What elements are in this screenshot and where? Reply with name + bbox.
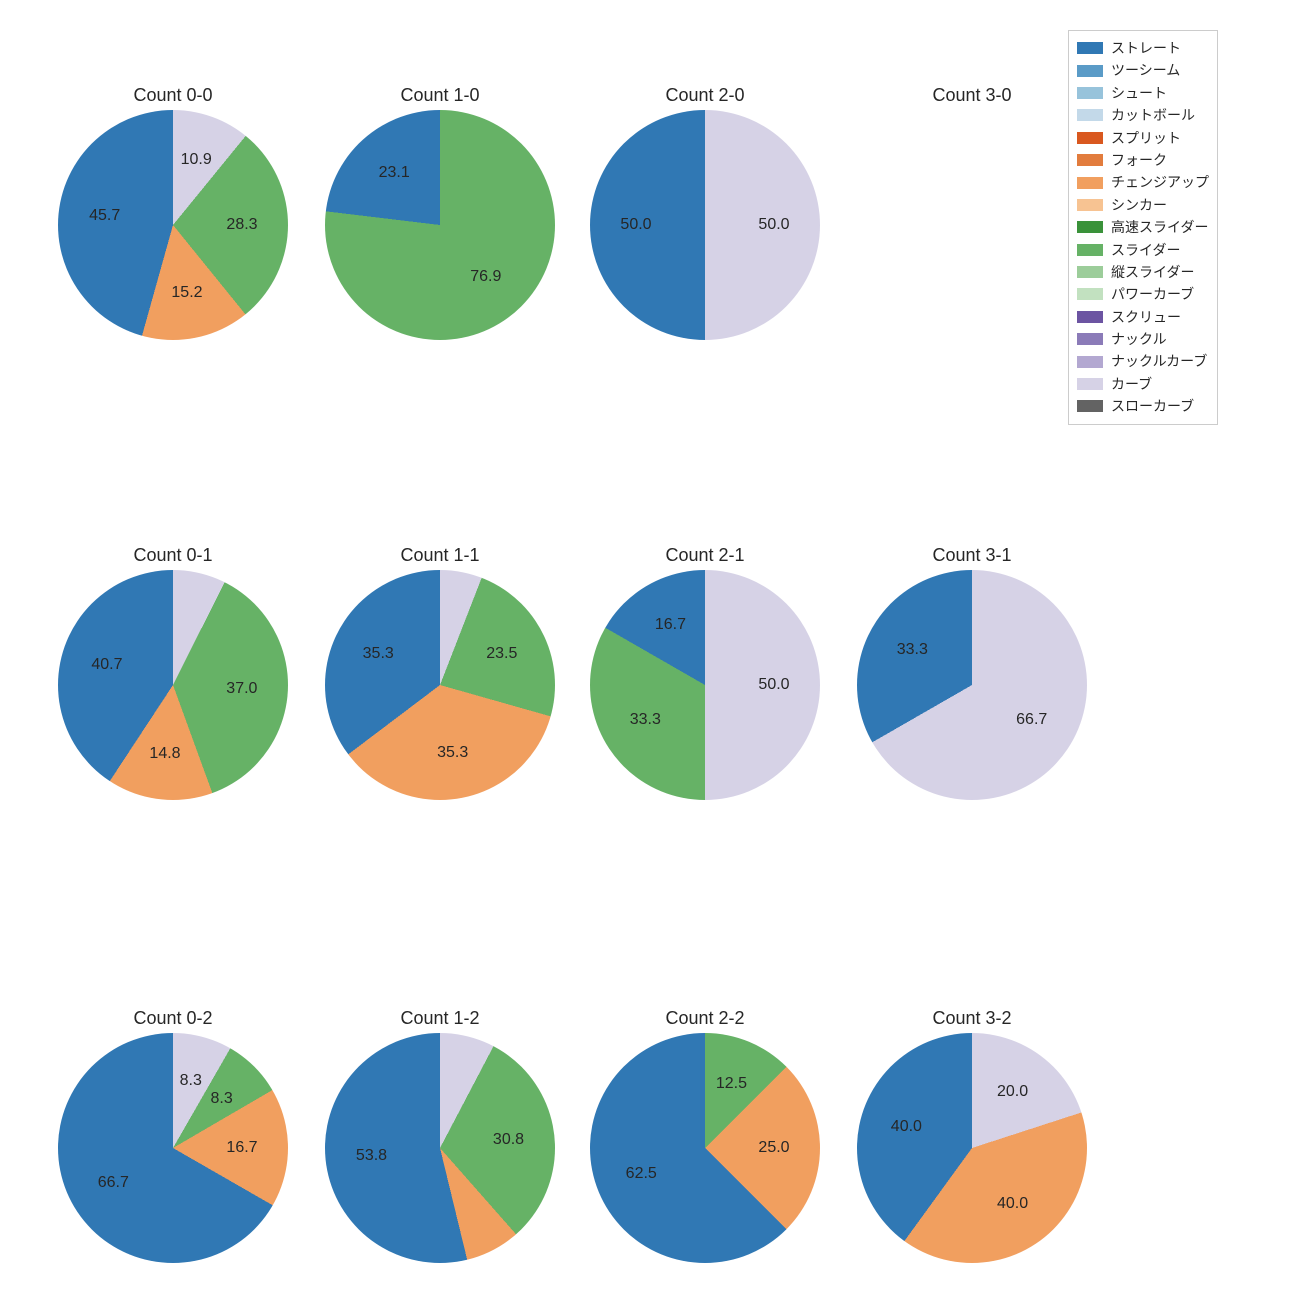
- legend-item: チェンジアップ: [1077, 171, 1209, 193]
- pie-value-label: 33.3: [630, 711, 661, 729]
- pie-value-label: 15.2: [171, 284, 202, 302]
- legend-swatch: [1077, 109, 1103, 121]
- pie-value-label: 16.7: [655, 616, 686, 634]
- legend-label: ナックルカーブ: [1111, 350, 1207, 372]
- chart-title: Count 1-0: [320, 85, 560, 106]
- legend-label: カットボール: [1111, 104, 1195, 126]
- pie-value-label: 40.0: [997, 1195, 1028, 1213]
- legend-swatch: [1077, 199, 1103, 211]
- legend-label: シンカー: [1111, 194, 1167, 216]
- pie-value-label: 20.0: [997, 1083, 1028, 1101]
- legend-item: ツーシーム: [1077, 59, 1209, 81]
- pie-chart: [857, 570, 1087, 800]
- legend-label: ナックル: [1111, 328, 1167, 350]
- pie-value-label: 8.3: [211, 1090, 233, 1108]
- pie-value-label: 16.7: [226, 1139, 257, 1157]
- chart-title: Count 1-2: [320, 1008, 560, 1029]
- pie-value-label: 33.3: [897, 641, 928, 659]
- pie-value-label: 23.1: [379, 164, 410, 182]
- chart-title: Count 2-0: [585, 85, 825, 106]
- legend-label: カーブ: [1111, 373, 1152, 395]
- legend-item: カーブ: [1077, 373, 1209, 395]
- chart-title: Count 2-2: [585, 1008, 825, 1029]
- legend-label: 縦スライダー: [1111, 261, 1194, 283]
- pie-value-label: 25.0: [758, 1139, 789, 1157]
- pie-chart: [857, 1033, 1087, 1263]
- pie-value-label: 8.3: [180, 1072, 202, 1090]
- legend-swatch: [1077, 378, 1103, 390]
- legend-label: ストレート: [1111, 37, 1181, 59]
- legend-swatch: [1077, 42, 1103, 54]
- pie-chart: [325, 110, 555, 340]
- chart-title: Count 0-1: [53, 545, 293, 566]
- legend-label: スローカーブ: [1111, 395, 1194, 417]
- pie-value-label: 40.0: [891, 1118, 922, 1136]
- pie-value-label: 37.0: [226, 680, 257, 698]
- pie-value-label: 45.7: [89, 207, 120, 225]
- legend-swatch: [1077, 221, 1103, 233]
- pie-value-label: 62.5: [626, 1165, 657, 1183]
- pie-value-label: 50.0: [758, 676, 789, 694]
- legend-swatch: [1077, 400, 1103, 412]
- legend-swatch: [1077, 132, 1103, 144]
- legend-swatch: [1077, 154, 1103, 166]
- pie-value-label: 35.3: [363, 645, 394, 663]
- pie-value-label: 76.9: [470, 268, 501, 286]
- pie-value-label: 53.8: [356, 1147, 387, 1165]
- pie-value-label: 40.7: [91, 656, 122, 674]
- pie-value-label: 66.7: [98, 1174, 129, 1192]
- legend-label: スプリット: [1111, 127, 1181, 149]
- legend-label: ツーシーム: [1111, 59, 1180, 81]
- legend-item: スプリット: [1077, 127, 1209, 149]
- pie-value-label: 28.3: [226, 216, 257, 234]
- legend-item: 高速スライダー: [1077, 216, 1209, 238]
- legend-item: フォーク: [1077, 149, 1209, 171]
- chart-title: Count 1-1: [320, 545, 560, 566]
- legend-item: シュート: [1077, 82, 1209, 104]
- legend-swatch: [1077, 244, 1103, 256]
- legend-item: カットボール: [1077, 104, 1209, 126]
- pie-value-label: 66.7: [1016, 711, 1047, 729]
- pie-value-label: 10.9: [181, 151, 212, 169]
- legend-swatch: [1077, 356, 1103, 368]
- chart-title: Count 3-0: [852, 85, 1092, 106]
- legend-swatch: [1077, 177, 1103, 189]
- legend-label: チェンジアップ: [1111, 171, 1209, 193]
- legend-item: ナックル: [1077, 328, 1209, 350]
- pie-value-label: 14.8: [149, 745, 180, 763]
- legend-item: スライダー: [1077, 239, 1209, 261]
- legend-label: 高速スライダー: [1111, 216, 1208, 238]
- legend-item: パワーカーブ: [1077, 283, 1209, 305]
- legend-swatch: [1077, 333, 1103, 345]
- legend-swatch: [1077, 65, 1103, 77]
- legend-label: スライダー: [1111, 239, 1180, 261]
- pie-chart: [325, 570, 555, 800]
- pie-value-label: 35.3: [437, 744, 468, 762]
- chart-canvas: ストレートツーシームシュートカットボールスプリットフォークチェンジアップシンカー…: [0, 0, 1300, 1300]
- legend-label: フォーク: [1111, 149, 1167, 171]
- legend-label: パワーカーブ: [1111, 283, 1194, 305]
- legend-label: シュート: [1111, 82, 1167, 104]
- legend-item: スクリュー: [1077, 306, 1209, 328]
- chart-title: Count 0-2: [53, 1008, 293, 1029]
- chart-title: Count 3-1: [852, 545, 1092, 566]
- legend-item: スローカーブ: [1077, 395, 1209, 417]
- chart-title: Count 2-1: [585, 545, 825, 566]
- pie-value-label: 50.0: [620, 216, 651, 234]
- legend-item: ナックルカーブ: [1077, 350, 1209, 372]
- pie-value-label: 12.5: [716, 1075, 747, 1093]
- chart-title: Count 0-0: [53, 85, 293, 106]
- pie-value-label: 30.8: [493, 1131, 524, 1149]
- legend-swatch: [1077, 311, 1103, 323]
- chart-title: Count 3-2: [852, 1008, 1092, 1029]
- legend-item: 縦スライダー: [1077, 261, 1209, 283]
- legend-item: ストレート: [1077, 37, 1209, 59]
- pie-value-label: 50.0: [758, 216, 789, 234]
- legend-label: スクリュー: [1111, 306, 1181, 328]
- legend-item: シンカー: [1077, 194, 1209, 216]
- legend-swatch: [1077, 288, 1103, 300]
- pie-value-label: 23.5: [486, 645, 517, 663]
- legend-swatch: [1077, 266, 1103, 278]
